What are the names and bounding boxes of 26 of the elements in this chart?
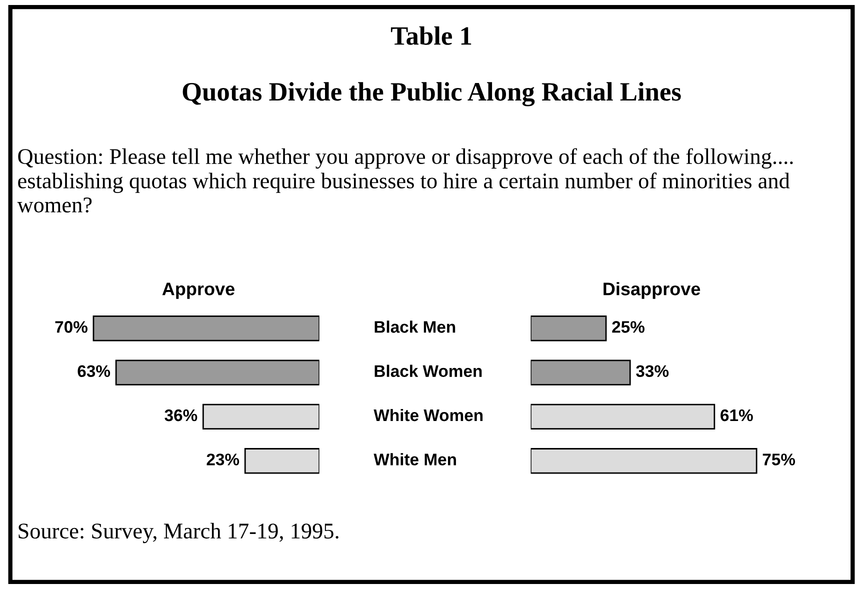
data-label: 63%	[78, 365, 110, 378]
text: Quotas Divide the Public Along Racial Lines	[182, 82, 681, 106]
bar	[92, 316, 320, 342]
bar	[115, 360, 320, 386]
bar	[202, 404, 320, 430]
y-tick-label: Black Men	[374, 320, 456, 333]
text: Question: Please tell me whether you approve or disapprove of each of the following.... establishing quotas which require businesses to hire a certain number of minorities and women?	[17, 148, 793, 213]
data-label: 36%	[164, 409, 198, 422]
data-label: 70%	[55, 321, 88, 333]
y-tick-label: Black Women	[374, 364, 482, 378]
bar	[530, 448, 758, 474]
bar	[530, 316, 607, 342]
data-label: 25%	[612, 321, 644, 333]
y-tick-label: White Men	[374, 453, 456, 466]
bar	[530, 360, 631, 386]
bar	[530, 404, 716, 430]
data-label: 23%	[206, 454, 240, 466]
chart-title: Disapprove	[604, 282, 700, 299]
bar	[244, 448, 320, 474]
data-label: 75%	[762, 454, 796, 466]
text: Table 1	[390, 26, 472, 45]
chart-title: Approve	[162, 282, 234, 299]
data-label: 61%	[720, 409, 753, 422]
y-tick-label: White Women	[374, 408, 483, 422]
source-note: Source: Survey, March 17-19, 1995.	[18, 522, 338, 544]
data-label: 33%	[636, 365, 669, 378]
